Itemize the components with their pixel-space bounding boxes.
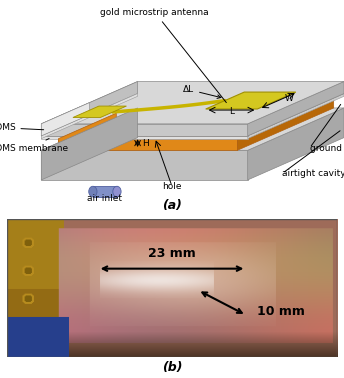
Polygon shape <box>248 94 344 139</box>
Polygon shape <box>93 186 117 197</box>
Text: (b): (b) <box>162 361 182 374</box>
Polygon shape <box>206 92 296 109</box>
Polygon shape <box>41 124 248 136</box>
Ellipse shape <box>113 186 121 197</box>
Polygon shape <box>41 108 344 150</box>
Polygon shape <box>58 96 334 139</box>
Polygon shape <box>248 82 344 136</box>
Text: H: H <box>142 139 149 147</box>
Text: airtight cavity: airtight cavity <box>282 169 344 178</box>
Text: PDMS membrane: PDMS membrane <box>0 138 68 153</box>
Text: L: L <box>229 107 234 116</box>
Polygon shape <box>58 139 237 150</box>
Text: gold microstrip antenna: gold microstrip antenna <box>100 8 226 102</box>
Polygon shape <box>41 108 138 180</box>
Text: 23 mm: 23 mm <box>148 248 196 260</box>
Ellipse shape <box>89 186 97 197</box>
Polygon shape <box>41 94 138 139</box>
Text: W: W <box>285 93 294 102</box>
Text: (a): (a) <box>162 199 182 212</box>
Text: ΔL: ΔL <box>183 85 221 98</box>
Polygon shape <box>58 113 116 150</box>
Text: hole: hole <box>162 183 182 191</box>
Polygon shape <box>73 106 127 118</box>
Polygon shape <box>41 94 344 136</box>
Text: 10 mm: 10 mm <box>257 305 304 318</box>
Polygon shape <box>41 82 138 136</box>
Text: PDMS: PDMS <box>0 123 44 132</box>
Polygon shape <box>248 108 344 180</box>
Polygon shape <box>41 82 344 124</box>
Polygon shape <box>41 150 248 180</box>
Polygon shape <box>41 136 248 139</box>
Text: air inlet: air inlet <box>87 194 122 203</box>
Text: ground plane: ground plane <box>310 144 344 153</box>
Polygon shape <box>237 96 334 150</box>
Polygon shape <box>41 103 89 136</box>
